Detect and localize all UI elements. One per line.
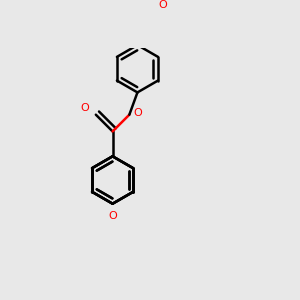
Text: O: O bbox=[81, 103, 90, 113]
Text: O: O bbox=[159, 0, 167, 10]
Text: O: O bbox=[108, 211, 117, 221]
Text: O: O bbox=[134, 108, 142, 118]
